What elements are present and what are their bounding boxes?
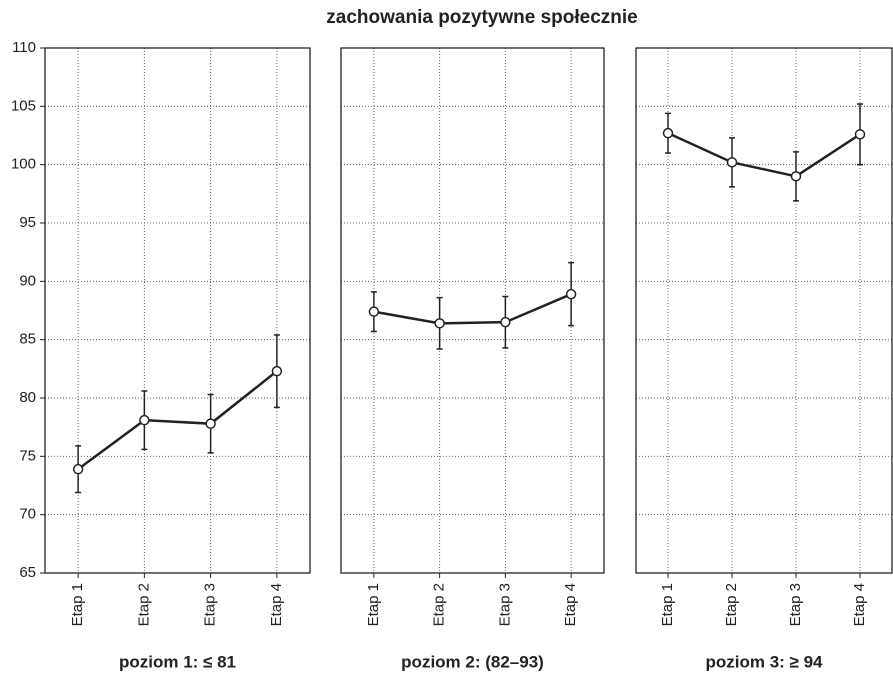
- data-point: [662, 127, 674, 139]
- x-tick-label: Etap 2: [431, 583, 448, 626]
- plot-frame: [340, 47, 605, 574]
- data-point: [434, 318, 445, 329]
- y-tick-label: 70: [19, 506, 36, 523]
- plot-frame: [44, 47, 311, 574]
- y-tick-label: 95: [19, 214, 36, 231]
- y-tick-label: 80: [19, 389, 36, 406]
- data-point: [139, 414, 150, 426]
- plot-frame: [635, 47, 893, 574]
- x-axis-label: poziom 2: (82–93): [401, 652, 544, 671]
- x-tick-label: Etap 3: [496, 583, 513, 626]
- x-axis-label: poziom 1: ≤ 81: [119, 652, 236, 671]
- x-tick-label: Etap 3: [787, 583, 804, 626]
- data-point: [368, 306, 380, 317]
- data-line: [77, 370, 278, 471]
- x-tick-label: Etap 1: [659, 583, 676, 626]
- data-point: [500, 316, 511, 328]
- x-tick-label: Etap 3: [202, 583, 219, 626]
- data-line: [667, 132, 861, 178]
- chart-title: zachowania pozytywne społecznie: [326, 7, 637, 28]
- x-tick-label: Etap 4: [562, 583, 579, 626]
- y-tick-label: 105: [11, 97, 36, 114]
- data-point: [565, 288, 577, 300]
- x-tick-label: Etap 1: [365, 583, 382, 626]
- data-point: [854, 129, 866, 140]
- data-point: [790, 171, 802, 182]
- x-tick-label: Etap 2: [135, 583, 152, 626]
- data-point: [205, 418, 216, 429]
- data-point: [72, 463, 84, 475]
- x-tick-label: Etap 4: [268, 583, 285, 626]
- y-tick-label: 110: [12, 39, 36, 56]
- y-tick-label: 90: [19, 272, 36, 289]
- data-point: [271, 365, 283, 377]
- x-tick-label: Etap 4: [851, 583, 868, 626]
- x-tick-label: Etap 2: [723, 583, 740, 626]
- y-tick-label: 85: [19, 331, 36, 348]
- y-tick-label: 100: [11, 156, 36, 173]
- data-point: [726, 157, 738, 168]
- x-axis-label: poziom 3: ≥ 94: [705, 652, 823, 671]
- x-tick-label: Etap 1: [69, 583, 86, 626]
- y-tick-label: 75: [19, 447, 36, 464]
- y-tick-label: 65: [19, 564, 36, 581]
- data-line: [373, 293, 572, 325]
